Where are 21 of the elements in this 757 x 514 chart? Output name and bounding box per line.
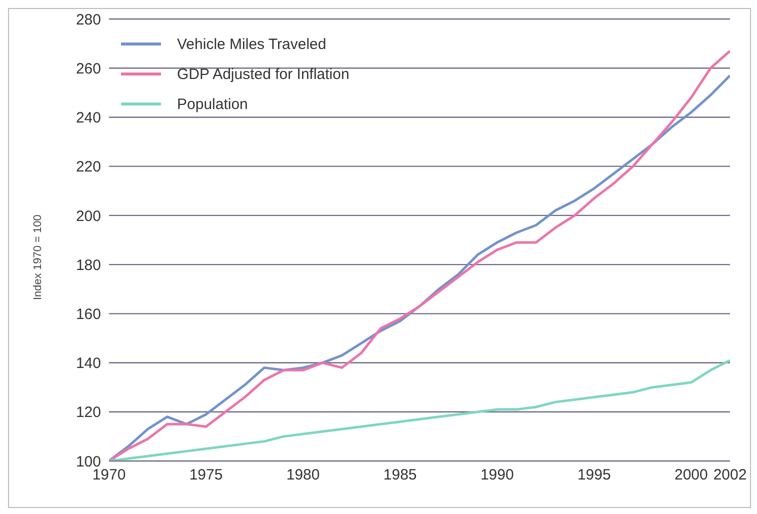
x-tick-label: 2002 [713,466,747,484]
y-tick-label: 180 [76,256,101,274]
y-tick-label: 280 [76,11,101,28]
y-axis-title: Index 1970 = 100 [32,214,44,300]
y-tick-label: 220 [76,158,101,176]
legend-label: Vehicle Miles Traveled [177,36,326,52]
x-tick-label: 2000 [674,466,708,484]
legend-label: GDP Adjusted for Inflation [177,66,350,82]
x-tick-label: 1990 [480,466,514,484]
x-tick-label: 1980 [286,466,320,484]
y-tick-label: 160 [76,306,101,323]
x-tick-label: 1995 [577,466,611,484]
y-tick-label: 240 [76,110,101,127]
y-tick-label: 140 [76,355,101,372]
y-tick-label: 200 [76,208,101,225]
y-tick-label: 260 [76,60,101,78]
x-tick-label: 1985 [383,466,417,484]
legend-label: Population [177,96,248,112]
x-tick-label: 1975 [189,466,223,484]
line-series [109,359,730,461]
y-tick-label: 120 [76,404,101,422]
